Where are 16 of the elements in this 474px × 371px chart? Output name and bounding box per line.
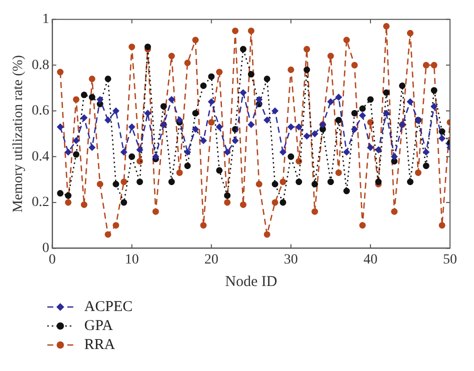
x-tick-label: 20 <box>204 252 218 268</box>
y-axis-title: Memory utilization rate (%) <box>11 54 26 213</box>
y-tick-label: 0 <box>42 240 50 256</box>
x-axis-title: Node ID <box>225 274 278 290</box>
y-tick-label: 0.6 <box>32 104 50 119</box>
y-tick-label: 0.4 <box>32 149 50 164</box>
x-tick-label: 10 <box>124 252 139 268</box>
legend-label: GPA <box>84 318 114 334</box>
legend-label: ACPEC <box>84 298 133 315</box>
y-tick-label: 0.8 <box>32 58 50 73</box>
x-tick-label: 40 <box>363 252 378 268</box>
legend-label: RRA <box>84 336 116 353</box>
y-tick-label: 1 <box>42 12 50 28</box>
x-tick-label: 30 <box>284 252 298 268</box>
x-tick-label: 50 <box>443 252 457 268</box>
y-tick-label: 0.2 <box>32 195 50 210</box>
